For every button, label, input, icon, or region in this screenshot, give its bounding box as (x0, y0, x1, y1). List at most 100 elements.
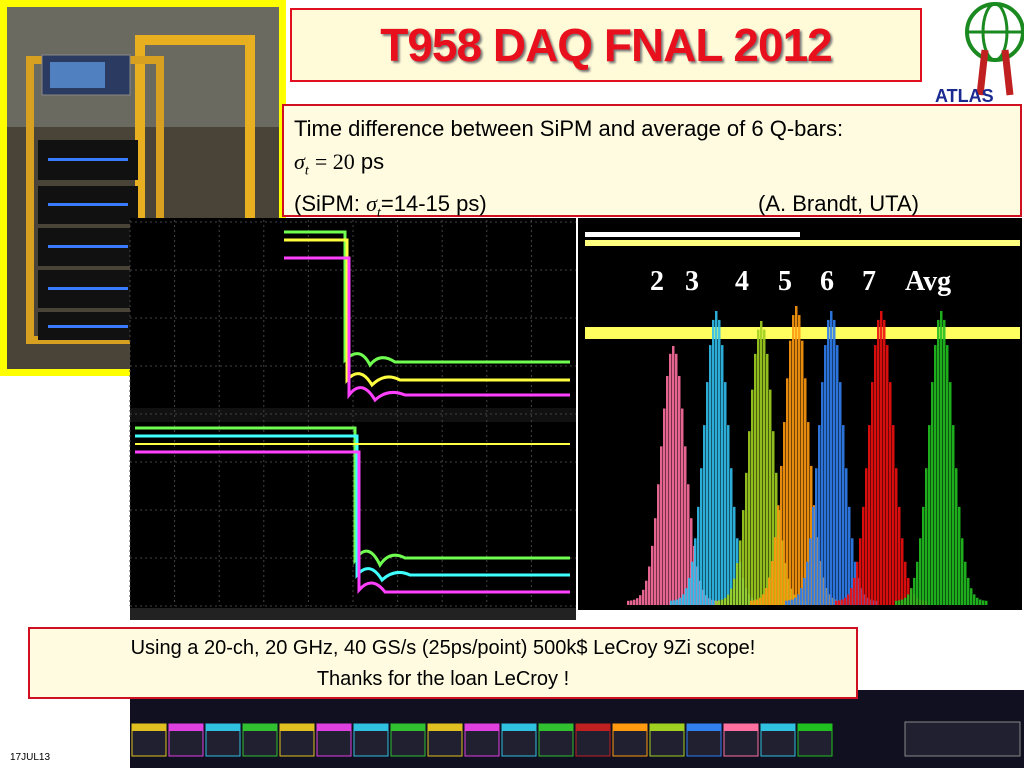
histogram-bar (730, 468, 733, 605)
histogram-bar (691, 561, 694, 605)
channel-label: Avg (905, 266, 952, 297)
histogram-bar (883, 319, 886, 605)
histogram-bar (762, 594, 765, 605)
histogram-bar (721, 345, 724, 605)
histogram-bar (812, 506, 815, 605)
histogram-bar (690, 518, 693, 605)
histogram-bar (700, 468, 703, 605)
histogram-bar (937, 319, 940, 605)
histogram-bar (791, 599, 794, 605)
chip-tab (465, 724, 499, 731)
chip-tab (613, 724, 647, 731)
histogram-bar (916, 561, 919, 605)
histogram-bar (774, 537, 777, 605)
histogram-bar (807, 422, 810, 605)
histogram-bar (871, 382, 874, 605)
chip-tab (169, 724, 203, 731)
prefix: (SiPM: (294, 191, 367, 217)
histogram-bar (654, 518, 657, 605)
histogram-bar (868, 425, 871, 605)
chip-tab (798, 724, 832, 731)
date: 17JUL13 (10, 752, 51, 763)
histogram-bar (795, 306, 798, 605)
channel-label: 3 (685, 266, 699, 297)
histogram-bar (821, 382, 824, 605)
histogram-bar (694, 538, 697, 605)
histogram-bar (703, 425, 706, 605)
histogram-bar (715, 600, 718, 605)
histogram-bar (943, 319, 946, 605)
histogram-bar (721, 599, 724, 605)
channel-label: 2 (650, 266, 664, 297)
histogram-bar (670, 600, 673, 605)
histogram-bar (715, 311, 718, 605)
histogram-bar (892, 425, 895, 605)
histogram-bar (672, 346, 675, 605)
histogram-bar (964, 561, 967, 605)
chip-tab (354, 724, 388, 731)
histogram-bar (657, 484, 660, 605)
histogram-bar (669, 353, 672, 605)
histogram-bar (955, 468, 958, 605)
histogram-bar (765, 588, 768, 605)
trace-band (585, 232, 800, 237)
histogram-bar (756, 599, 759, 605)
logo (965, 2, 1024, 96)
info-line: σt = 20 ps (294, 145, 1010, 187)
chip-tab (206, 724, 240, 731)
histogram-bar (636, 598, 639, 605)
histogram-bar (651, 545, 654, 605)
histogram-bar (952, 425, 955, 605)
histogram-bar (842, 425, 845, 605)
title-box: T958 DAQ FNAL 2012 (290, 8, 922, 82)
histogram-bar (970, 588, 973, 605)
chip-tab (724, 724, 758, 731)
histogram-bar (931, 382, 934, 605)
histogram-bar (874, 345, 877, 605)
histogram-bar (750, 600, 753, 605)
channel-label: 4 (735, 266, 749, 297)
histogram-bar (818, 425, 821, 605)
histogram-bar (627, 600, 630, 605)
histogram-bar (809, 538, 812, 605)
histogram-bar (792, 315, 795, 605)
histogram-bar (901, 599, 904, 605)
subscript: t (304, 163, 309, 179)
histogram-bar (763, 329, 766, 605)
histogram-bar (682, 594, 685, 605)
histogram-bar (979, 599, 982, 605)
histogram-bar (645, 580, 648, 605)
histogram-bar (904, 561, 907, 605)
histogram-bar (706, 382, 709, 605)
histogram-bar (907, 577, 910, 605)
histogram-bar (841, 599, 844, 605)
histogram-bar (967, 577, 970, 605)
histogram-bar (789, 340, 792, 605)
histogram-bar (836, 345, 839, 605)
histogram-bar (895, 600, 898, 605)
histogram-bar (898, 600, 901, 605)
histogram-bar (759, 597, 762, 605)
histogram-bar (679, 597, 682, 605)
histogram-bar (771, 561, 774, 605)
chip-tab (243, 724, 277, 731)
histogram-bar (780, 465, 783, 605)
histogram-bar (946, 345, 949, 605)
histogram-bar (847, 594, 850, 605)
histogram-bar (663, 408, 666, 605)
histogram-bar (748, 431, 751, 605)
chip-tab (650, 724, 684, 731)
histogram-bar (733, 506, 736, 605)
channel-label: 7 (862, 266, 876, 297)
chip-tab (761, 724, 795, 731)
info-box: Time difference between SiPM and average… (282, 104, 1022, 221)
histogram-bar (919, 538, 922, 605)
histogram-bar (757, 329, 760, 605)
histogram-bar (838, 600, 841, 605)
histogram-bar (642, 589, 645, 605)
channel-label: 6 (820, 266, 834, 297)
histogram-bar (880, 311, 883, 605)
scope-measure-bar (130, 608, 576, 620)
footer-box: Using a 20-ch, 20 GHz, 40 GS/s (25ps/poi… (28, 627, 858, 699)
